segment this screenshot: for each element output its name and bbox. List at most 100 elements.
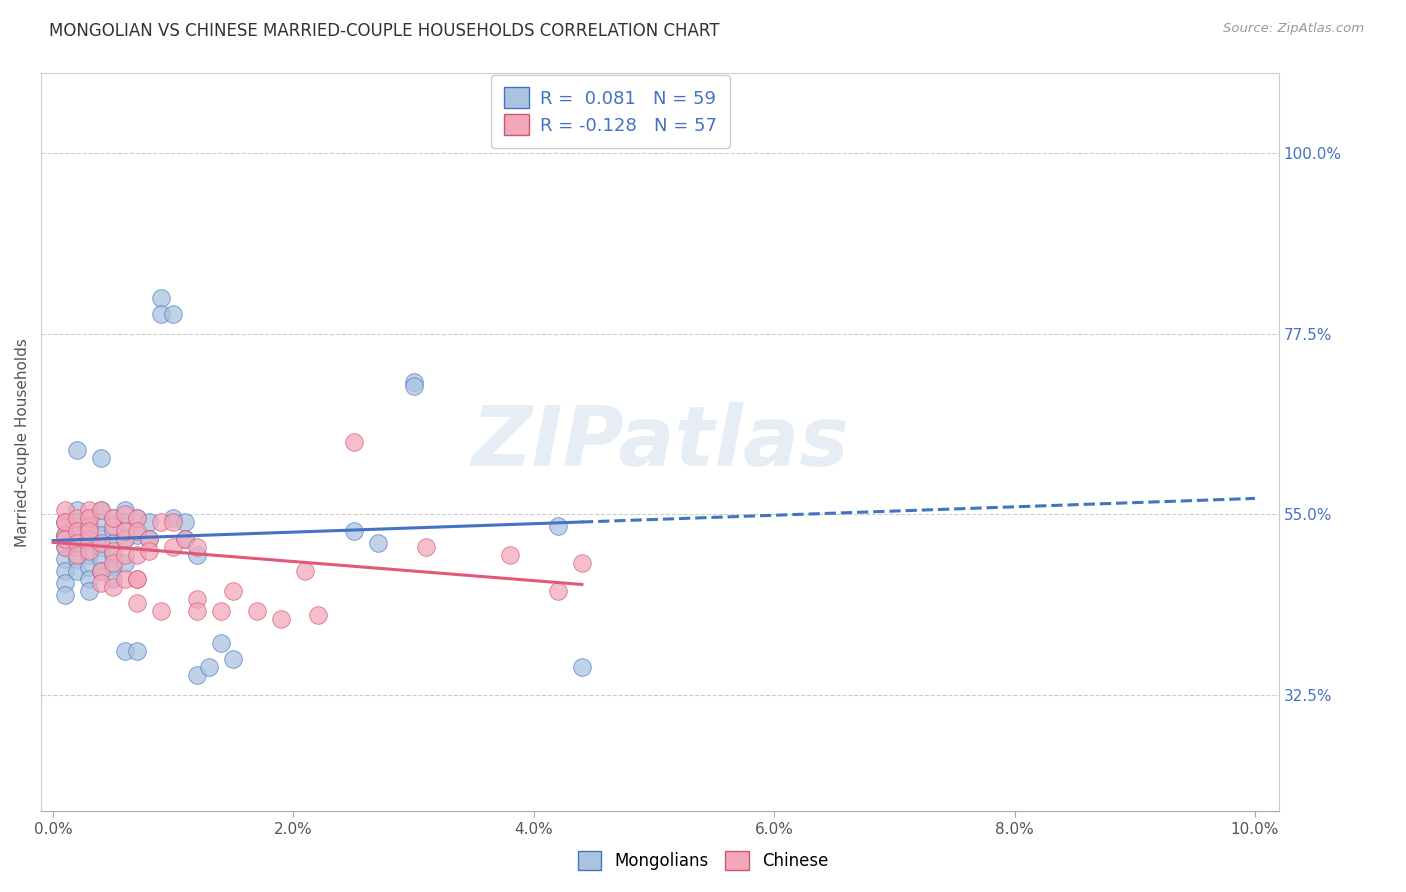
Point <box>162 511 184 525</box>
Point <box>103 511 125 525</box>
Point <box>53 527 76 541</box>
Point <box>66 564 89 578</box>
Point <box>402 375 425 389</box>
Point <box>150 307 173 321</box>
Point <box>270 612 292 626</box>
Point <box>547 519 569 533</box>
Point <box>53 516 76 530</box>
Point <box>53 527 76 541</box>
Point <box>138 532 160 546</box>
Point <box>150 291 173 305</box>
Point <box>342 524 364 538</box>
Point <box>127 572 149 586</box>
Point <box>53 516 76 530</box>
Point <box>77 583 100 598</box>
Point <box>162 516 184 530</box>
Point <box>66 551 89 566</box>
Point <box>90 575 112 590</box>
Point <box>77 503 100 517</box>
Point <box>90 535 112 549</box>
Point <box>90 551 112 566</box>
Point <box>127 511 149 525</box>
Point <box>114 556 136 570</box>
Text: ZIPatlas: ZIPatlas <box>471 401 849 483</box>
Point <box>186 604 208 618</box>
Point <box>127 524 149 538</box>
Point <box>150 604 173 618</box>
Point <box>66 443 89 458</box>
Point <box>66 516 89 530</box>
Point <box>150 516 173 530</box>
Legend: Mongolians, Chinese: Mongolians, Chinese <box>571 844 835 877</box>
Point <box>174 532 197 546</box>
Point <box>90 503 112 517</box>
Point <box>114 516 136 530</box>
Point <box>103 535 125 549</box>
Point <box>127 527 149 541</box>
Point <box>499 548 522 562</box>
Point <box>77 511 100 525</box>
Point <box>90 527 112 541</box>
Text: MONGOLIAN VS CHINESE MARRIED-COUPLE HOUSEHOLDS CORRELATION CHART: MONGOLIAN VS CHINESE MARRIED-COUPLE HOUS… <box>49 22 720 40</box>
Point <box>114 548 136 562</box>
Legend: R =  0.081   N = 59, R = -0.128   N = 57: R = 0.081 N = 59, R = -0.128 N = 57 <box>491 75 730 148</box>
Point <box>66 511 89 525</box>
Point <box>77 572 100 586</box>
Point <box>103 580 125 594</box>
Point <box>114 532 136 546</box>
Y-axis label: Married-couple Households: Married-couple Households <box>15 338 30 547</box>
Point <box>66 535 89 549</box>
Point <box>66 548 89 562</box>
Point <box>174 516 197 530</box>
Point <box>571 660 593 674</box>
Point <box>415 540 437 554</box>
Point <box>66 527 89 541</box>
Point <box>53 532 76 546</box>
Point <box>53 564 76 578</box>
Point <box>209 636 232 650</box>
Point <box>103 511 125 525</box>
Point <box>90 564 112 578</box>
Point <box>342 435 364 450</box>
Point <box>402 379 425 393</box>
Point <box>77 535 100 549</box>
Point <box>53 503 76 517</box>
Text: Source: ZipAtlas.com: Source: ZipAtlas.com <box>1223 22 1364 36</box>
Point <box>246 604 269 618</box>
Point <box>53 575 76 590</box>
Point <box>138 543 160 558</box>
Point <box>77 543 100 558</box>
Point <box>571 556 593 570</box>
Point <box>66 540 89 554</box>
Point <box>162 307 184 321</box>
Point <box>103 572 125 586</box>
Point <box>114 572 136 586</box>
Point <box>53 540 76 554</box>
Point <box>186 548 208 562</box>
Point <box>127 572 149 586</box>
Point <box>77 532 100 546</box>
Point <box>114 503 136 517</box>
Point <box>103 519 125 533</box>
Point <box>77 511 100 525</box>
Point <box>103 543 125 558</box>
Point <box>547 583 569 598</box>
Point <box>186 540 208 554</box>
Point <box>138 532 160 546</box>
Point <box>174 532 197 546</box>
Point <box>90 451 112 466</box>
Point <box>127 596 149 610</box>
Point <box>77 519 100 533</box>
Point <box>90 564 112 578</box>
Point <box>114 508 136 522</box>
Point <box>114 644 136 658</box>
Point <box>222 652 245 666</box>
Point <box>103 559 125 574</box>
Point <box>127 548 149 562</box>
Point <box>209 604 232 618</box>
Point <box>127 644 149 658</box>
Point <box>77 548 100 562</box>
Point <box>103 556 125 570</box>
Point <box>66 503 89 517</box>
Point <box>77 524 100 538</box>
